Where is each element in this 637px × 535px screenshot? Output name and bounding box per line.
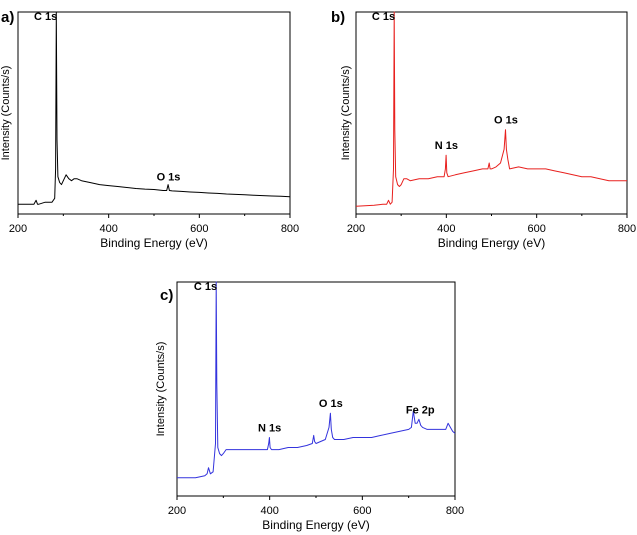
plot-frame-3 — [176, 281, 456, 497]
peak-label: C 1s — [372, 11, 395, 23]
x-axis-label: Binding Energy (eV) — [100, 236, 207, 250]
x-tick-label: 600 — [353, 505, 371, 517]
x-tick-label: 400 — [260, 505, 278, 517]
y-axis-label: Intensity (Counts/s) — [340, 66, 352, 161]
plot-frame-2 — [355, 11, 628, 215]
peak-label: N 1s — [258, 422, 281, 434]
peak-label: O 1s — [157, 172, 181, 184]
x-axis-label: Binding Energy (eV) — [438, 236, 545, 250]
spectrum-line-1 — [18, 11, 291, 205]
spectrum-line-3 — [177, 281, 456, 479]
peak-label: N 1s — [435, 140, 458, 152]
peak-label: O 1s — [494, 115, 518, 127]
x-tick-label: 600 — [527, 223, 545, 235]
x-tick-label: 800 — [618, 223, 636, 235]
y-axis-label: Intensity (Counts/s) — [0, 66, 12, 161]
plot-frame-1 — [17, 11, 291, 215]
panel-label: c) — [160, 287, 173, 304]
panel-label: a) — [1, 9, 14, 26]
x-tick-label: 600 — [190, 223, 208, 235]
x-tick-label: 800 — [281, 223, 299, 235]
peak-label: C 1s — [194, 281, 217, 293]
x-tick-label: 200 — [347, 223, 365, 235]
panel-label: b) — [331, 9, 345, 26]
peak-label: O 1s — [319, 398, 343, 410]
x-tick-label: 400 — [437, 223, 455, 235]
x-tick-label: 200 — [168, 505, 186, 517]
peak-label: C 1s — [34, 11, 57, 23]
spectrum-line-2 — [355, 11, 627, 207]
y-axis-label: Intensity (Counts/s) — [155, 342, 167, 437]
x-axis-label: Binding Energy (eV) — [262, 518, 369, 532]
x-tick-label: 200 — [9, 223, 27, 235]
peak-label: Fe 2p — [406, 404, 435, 416]
x-tick-label: 400 — [99, 223, 117, 235]
x-tick-label: 800 — [446, 505, 464, 517]
